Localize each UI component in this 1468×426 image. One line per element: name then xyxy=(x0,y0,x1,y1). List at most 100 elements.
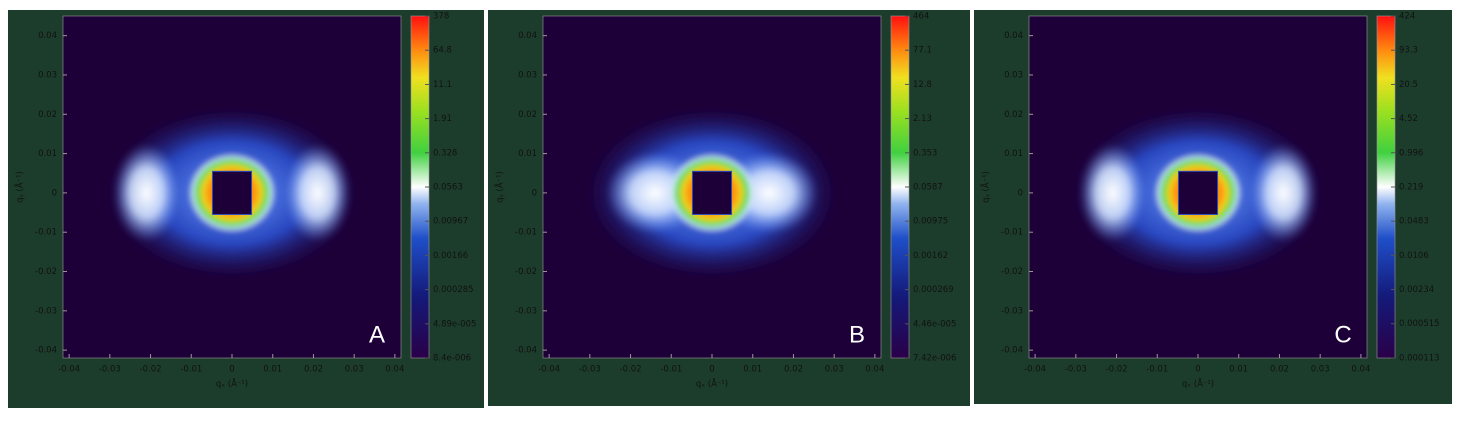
lobe xyxy=(284,144,351,242)
x-tick-label: 0 xyxy=(229,365,234,375)
y-tick-label: 0.03 xyxy=(38,70,57,80)
colorbar-tick-label: 64.8 xyxy=(433,46,452,56)
colorbar-tick-label: 464 xyxy=(913,12,929,22)
x-axis-label: qₓ (Å⁻¹) xyxy=(1182,378,1214,390)
y-tick-label: 0.01 xyxy=(518,149,537,159)
colorbar-tick-label: 4.89e-005 xyxy=(433,319,476,329)
panel-letter: C xyxy=(1334,321,1351,348)
y-tick-label: -0.01 xyxy=(35,228,57,238)
beam-stop xyxy=(691,170,733,215)
x-tick-label: -0.04 xyxy=(1024,365,1046,375)
x-tick-label: -0.03 xyxy=(579,365,601,375)
colorbar-tick-label: 0.996 xyxy=(1399,148,1423,158)
colorbar-tick-label: 11.1 xyxy=(433,80,452,90)
colorbar-tick-label: 0.353 xyxy=(913,148,937,158)
colorbar-tick-label: 4.52 xyxy=(1399,114,1418,124)
lobe xyxy=(1079,144,1146,242)
x-tick-label: 0.03 xyxy=(1311,365,1330,375)
x-tick-label: -0.03 xyxy=(99,365,121,375)
colorbar-tick-label: 7.42e-006 xyxy=(913,354,956,364)
y-tick-label: -0.03 xyxy=(1001,306,1023,316)
colorbar-tick-label: 0.000269 xyxy=(913,285,954,295)
colorbar-tick-label: 12.8 xyxy=(913,80,932,90)
x-tick-label: 0.03 xyxy=(345,365,364,375)
x-tick-label: -0.01 xyxy=(1146,365,1168,375)
colorbar-tick-label: 0.000113 xyxy=(1399,354,1440,364)
y-tick-label: 0.01 xyxy=(38,149,57,159)
y-tick-label: -0.04 xyxy=(515,346,537,356)
y-tick-label: -0.03 xyxy=(35,306,57,316)
colorbar-tick-label: 0.0106 xyxy=(1399,251,1429,261)
colorbar-tick-label: 0.00166 xyxy=(433,251,468,261)
y-tick-label: 0.03 xyxy=(518,70,537,80)
panel-letter: B xyxy=(849,321,865,348)
y-tick-label: -0.02 xyxy=(1001,267,1023,277)
y-tick-label: 0.04 xyxy=(38,31,57,41)
x-tick-label: 0.01 xyxy=(1229,365,1248,375)
y-tick-label: 0 xyxy=(1018,188,1023,198)
y-tick-label: -0.02 xyxy=(515,267,537,277)
y-axis-label: qᵧ (Å⁻¹) xyxy=(980,171,992,203)
x-tick-label: 0 xyxy=(709,365,714,375)
lobe xyxy=(1250,144,1317,242)
colorbar-tick-label: 4.46e-005 xyxy=(913,319,956,329)
y-tick-label: 0 xyxy=(52,188,57,198)
x-tick-label: -0.04 xyxy=(538,365,560,375)
y-tick-label: -0.01 xyxy=(515,228,537,238)
x-tick-label: 0.04 xyxy=(1351,365,1370,375)
x-tick-label: 0.04 xyxy=(385,365,404,375)
y-tick-label: 0.04 xyxy=(518,31,537,41)
beam-stop xyxy=(211,170,253,215)
y-tick-label: 0.03 xyxy=(1004,70,1023,80)
colorbar-tick-label: 0.0483 xyxy=(1399,217,1429,227)
lobe xyxy=(113,144,180,242)
colorbar-tick-label: 0.00162 xyxy=(913,251,948,261)
x-tick-label: 0 xyxy=(1195,365,1200,375)
x-tick-label: 0.02 xyxy=(1270,365,1289,375)
colorbar-tick-label: 93.3 xyxy=(1399,46,1418,56)
y-tick-label: 0.02 xyxy=(518,110,537,120)
colorbar-tick-label: 424 xyxy=(1399,12,1415,22)
y-tick-label: 0.02 xyxy=(38,110,57,120)
colorbar-tick-label: 20.5 xyxy=(1399,80,1418,90)
x-axis-label: qₓ (Å⁻¹) xyxy=(216,378,248,390)
x-tick-label: 0.03 xyxy=(825,365,844,375)
colorbar-tick-label: 0.00975 xyxy=(913,217,948,227)
colorbar-tick-label: 0.00234 xyxy=(1399,285,1434,295)
x-tick-label: 0.01 xyxy=(743,365,762,375)
x-tick-label: -0.02 xyxy=(620,365,642,375)
y-tick-label: -0.03 xyxy=(515,306,537,316)
y-tick-label: -0.02 xyxy=(35,267,57,277)
colorbar-tick-label: 0.0587 xyxy=(913,182,943,192)
x-axis-label: qₓ (Å⁻¹) xyxy=(696,378,728,390)
colorbar-tick-label: 0.00967 xyxy=(433,217,468,227)
colorbar-tick-label: 0.000285 xyxy=(433,285,474,295)
x-tick-label: 0.01 xyxy=(263,365,282,375)
colorbar-tick-label: 378 xyxy=(433,12,449,22)
x-tick-label: -0.01 xyxy=(660,365,682,375)
x-tick-label: -0.04 xyxy=(58,365,80,375)
colorbar-tick-label: 77.1 xyxy=(913,46,932,56)
x-tick-label: 0.02 xyxy=(784,365,803,375)
x-tick-label: -0.01 xyxy=(180,365,202,375)
y-tick-label: -0.04 xyxy=(35,346,57,356)
colorbar-tick-label: 0.328 xyxy=(433,148,457,158)
y-tick-label: 0.01 xyxy=(1004,149,1023,159)
panel-letter: A xyxy=(369,321,385,348)
colorbar-tick-label: 0.000515 xyxy=(1399,319,1440,329)
x-tick-label: -0.02 xyxy=(1106,365,1128,375)
y-tick-label: -0.01 xyxy=(1001,228,1023,238)
x-tick-label: 0.04 xyxy=(865,365,884,375)
y-tick-label: 0 xyxy=(532,188,537,198)
x-tick-label: -0.02 xyxy=(140,365,162,375)
y-axis-label: qᵧ (Å⁻¹) xyxy=(494,171,506,203)
colorbar-tick-label: 1.91 xyxy=(433,114,452,124)
y-axis-label: qᵧ (Å⁻¹) xyxy=(14,171,26,203)
x-tick-label: -0.03 xyxy=(1065,365,1087,375)
colorbar-tick-label: 0.0563 xyxy=(433,183,463,193)
colorbar-tick-label: 0.219 xyxy=(1399,182,1423,192)
colorbar-tick-label: 2.13 xyxy=(913,114,932,124)
colorbar-tick-label: 8.4e-006 xyxy=(433,354,471,364)
y-tick-label: 0.04 xyxy=(1004,31,1023,41)
beam-stop xyxy=(1177,170,1219,215)
